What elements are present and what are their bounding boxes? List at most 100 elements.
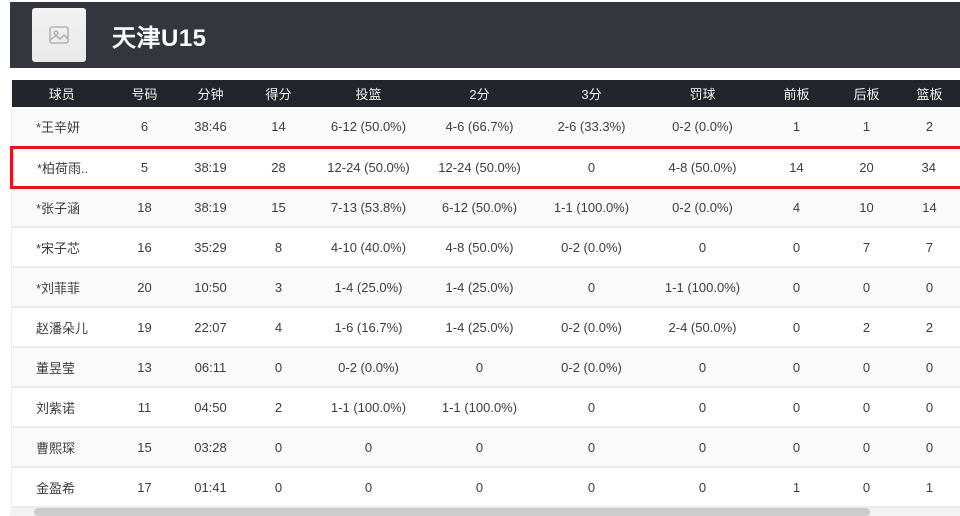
column-header-rebounds[interactable]: 篮板 — [898, 80, 960, 107]
column-header-player[interactable]: 球员 — [12, 80, 112, 107]
column-header-field-goals[interactable]: 投篮 — [314, 80, 424, 107]
cell-rebounds: 14 — [898, 187, 960, 227]
cell-three-point: 0 — [536, 427, 648, 467]
cell-field-goals: 1-4 (25.0%) — [314, 267, 424, 307]
cell-points: 14 — [244, 107, 314, 147]
cell-minutes: 22:07 — [178, 307, 244, 347]
cell-offensive-rebounds: 0 — [758, 307, 836, 347]
cell-minutes: 01:41 — [178, 467, 244, 507]
cell-offensive-rebounds: 4 — [758, 187, 836, 227]
cell-points: 0 — [244, 347, 314, 387]
cell-rebounds: 0 — [898, 427, 960, 467]
team-logo — [32, 8, 86, 62]
cell-two-point: 4-6 (66.7%) — [424, 107, 536, 147]
team-title: 天津U15 — [112, 18, 207, 53]
cell-points: 8 — [244, 227, 314, 267]
cell-rebounds: 2 — [898, 107, 960, 147]
cell-minutes: 06:11 — [178, 347, 244, 387]
cell-two-point: 12-24 (50.0%) — [424, 147, 536, 187]
cell-player: *刘菲菲 — [12, 267, 112, 307]
column-header-minutes[interactable]: 分钟 — [178, 80, 244, 107]
cell-points: 28 — [244, 147, 314, 187]
cell-defensive-rebounds: 7 — [836, 227, 898, 267]
cell-points: 3 — [244, 267, 314, 307]
cell-player: 赵潘朵儿 — [12, 307, 112, 347]
cell-player: *王辛妍 — [12, 107, 112, 147]
cell-two-point: 1-4 (25.0%) — [424, 307, 536, 347]
cell-free-throws: 0 — [648, 467, 758, 507]
cell-two-point: 6-12 (50.0%) — [424, 187, 536, 227]
cell-offensive-rebounds: 1 — [758, 107, 836, 147]
cell-field-goals: 6-12 (50.0%) — [314, 107, 424, 147]
column-header-points[interactable]: 得分 — [244, 80, 314, 107]
cell-player: *柏荷雨.. — [12, 147, 112, 187]
cell-minutes: 38:19 — [178, 147, 244, 187]
cell-player: 金盈希 — [12, 467, 112, 507]
cell-points: 4 — [244, 307, 314, 347]
cell-two-point: 0 — [424, 347, 536, 387]
cell-three-point: 0 — [536, 267, 648, 307]
cell-offensive-rebounds: 0 — [758, 227, 836, 267]
team-header: 天津U15 — [10, 2, 960, 68]
cell-minutes: 10:50 — [178, 267, 244, 307]
cell-points: 15 — [244, 187, 314, 227]
cell-two-point: 0 — [424, 467, 536, 507]
cell-two-point: 1-1 (100.0%) — [424, 387, 536, 427]
cell-number: 18 — [112, 187, 178, 227]
cell-field-goals: 1-1 (100.0%) — [314, 387, 424, 427]
cell-offensive-rebounds: 1 — [758, 467, 836, 507]
cell-rebounds: 0 — [898, 267, 960, 307]
cell-number: 6 — [112, 107, 178, 147]
cell-field-goals: 0-2 (0.0%) — [314, 347, 424, 387]
cell-three-point: 0-2 (0.0%) — [536, 347, 648, 387]
cell-two-point: 1-4 (25.0%) — [424, 267, 536, 307]
cell-minutes: 04:50 — [178, 387, 244, 427]
cell-defensive-rebounds: 0 — [836, 387, 898, 427]
cell-free-throws: 0-2 (0.0%) — [648, 187, 758, 227]
cell-rebounds: 34 — [898, 147, 960, 187]
cell-points: 0 — [244, 427, 314, 467]
cell-player: *宋子芯 — [12, 227, 112, 267]
cell-rebounds: 1 — [898, 467, 960, 507]
cell-number: 5 — [112, 147, 178, 187]
cell-three-point: 0 — [536, 467, 648, 507]
cell-free-throws: 0 — [648, 347, 758, 387]
cell-points: 0 — [244, 467, 314, 507]
cell-three-point: 0 — [536, 387, 648, 427]
column-header-two-point[interactable]: 2分 — [424, 80, 536, 107]
cell-three-point: 0-2 (0.0%) — [536, 227, 648, 267]
cell-offensive-rebounds: 0 — [758, 267, 836, 307]
cell-number: 19 — [112, 307, 178, 347]
cell-three-point: 0-2 (0.0%) — [536, 307, 648, 347]
cell-free-throws: 4-8 (50.0%) — [648, 147, 758, 187]
cell-offensive-rebounds: 14 — [758, 147, 836, 187]
image-placeholder-icon — [47, 23, 71, 47]
column-header-defensive-rebounds[interactable]: 后板 — [836, 80, 898, 107]
column-header-three-point[interactable]: 3分 — [536, 80, 648, 107]
cell-three-point: 0 — [536, 147, 648, 187]
column-header-number[interactable]: 号码 — [112, 80, 178, 107]
cell-field-goals: 7-13 (53.8%) — [314, 187, 424, 227]
cell-defensive-rebounds: 10 — [836, 187, 898, 227]
cell-player: 曹熙琛 — [12, 427, 112, 467]
cell-field-goals: 1-6 (16.7%) — [314, 307, 424, 347]
cell-free-throws: 0 — [648, 227, 758, 267]
cell-rebounds: 0 — [898, 387, 960, 427]
cell-player: *张子涵 — [12, 187, 112, 227]
column-header-free-throws[interactable]: 罚球 — [648, 80, 758, 107]
column-header-offensive-rebounds[interactable]: 前板 — [758, 80, 836, 107]
cell-rebounds: 2 — [898, 307, 960, 347]
